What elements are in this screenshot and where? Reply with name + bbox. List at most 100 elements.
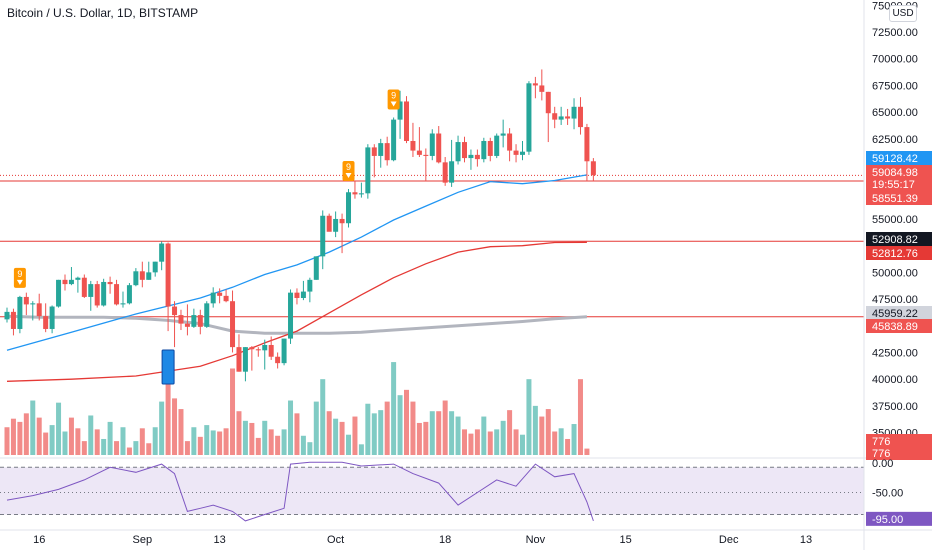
candle [68,267,74,286]
volume-bar [552,431,558,455]
candle-body [146,272,152,280]
candle [558,106,564,125]
marker-label: 9 [391,90,396,100]
price-label-timer-bg [866,177,932,191]
candle-body [191,315,197,327]
candle-body [513,150,519,155]
volume-bar [236,411,242,455]
candle-body [487,140,493,156]
price-axis: 75000.0072500.0070000.0067500.0065000.00… [863,0,932,550]
candle-body [371,147,377,156]
volume-bar [75,428,81,455]
candle-body [378,143,384,156]
td-marker: 9 [387,89,400,110]
volume-bar [255,437,261,455]
price-label-ma-fast-bg [866,151,932,165]
volume-bar [4,427,10,455]
currency-button[interactable]: USD [889,5,917,22]
candle-body [204,303,210,327]
volume-bar [565,438,571,455]
price-label-volume-bg [866,434,932,448]
highlight-box [161,349,175,385]
candle-body [358,193,364,195]
marker-arrow [345,173,352,179]
volume-bar [165,379,171,455]
candle-body [30,303,36,305]
rsi-axis-label: 0.00 [872,458,893,470]
candle [404,96,410,144]
y-tick-label: 47500.00 [872,294,918,306]
rsi-pane [0,457,932,516]
candle [120,291,126,308]
candle-body [36,303,42,317]
volume-bar [539,416,545,455]
ma-grey-line [6,314,587,335]
candle-body [236,347,242,372]
volume-bar [487,431,493,455]
candle-body [159,243,165,262]
candle [333,211,339,238]
volume-bar [404,389,410,455]
candle [455,135,461,165]
candle [81,274,87,298]
candle [307,277,313,303]
candle [513,144,519,163]
volume-bar [262,420,268,455]
x-tick-label: 13 [214,534,226,546]
volume-bar [204,425,210,455]
candle [507,128,513,162]
candle-body [545,91,551,114]
price-label-ma-grey: 45959.22 [872,308,918,320]
rsi-band [0,467,864,515]
volume-bar [146,443,152,455]
price-label-level-dark-bg [866,232,932,246]
candle [571,98,577,130]
candle [23,292,29,316]
volume-bar [139,428,145,455]
volume-bar [114,441,120,455]
candle-body [242,347,248,372]
candle-body [577,106,583,128]
candle [300,280,306,301]
candle [339,213,345,254]
candle-body [17,296,23,329]
volume-bar [577,379,583,455]
candle [468,149,474,170]
candle [449,139,455,187]
candle-body [429,133,435,156]
candle-body [230,301,236,348]
candle-body [352,192,358,195]
marker-label: 9 [346,162,351,172]
candle [275,352,281,369]
candle [101,278,107,307]
volume-bar [126,447,132,455]
volume-bar [300,435,306,455]
candle-body [404,101,410,141]
candle [320,210,326,270]
candle [197,309,203,335]
candle-body [552,113,558,120]
candle [36,293,42,321]
candle [500,119,506,148]
y-tick-label: 65000.00 [872,107,918,119]
volume-bar [326,411,332,455]
volume-bar [49,425,55,455]
candle [172,301,178,348]
price-label-level: 58551.39 [872,193,918,205]
candle [210,287,216,308]
price-label-level-dark: 52908.82 [872,234,918,246]
price-label-ma-grey-bg [866,306,932,320]
candle [294,288,300,305]
volume-bar [320,379,326,455]
marker-box [13,267,26,288]
candle-body [532,83,538,86]
y-tick-label: 40000.00 [872,374,918,386]
candle [152,261,158,277]
rsi-value-label: -95.00 [872,514,903,526]
volume-bar [500,420,506,455]
candle [552,106,558,129]
candle-body [262,344,268,351]
candle [565,108,571,125]
candle [590,158,596,182]
